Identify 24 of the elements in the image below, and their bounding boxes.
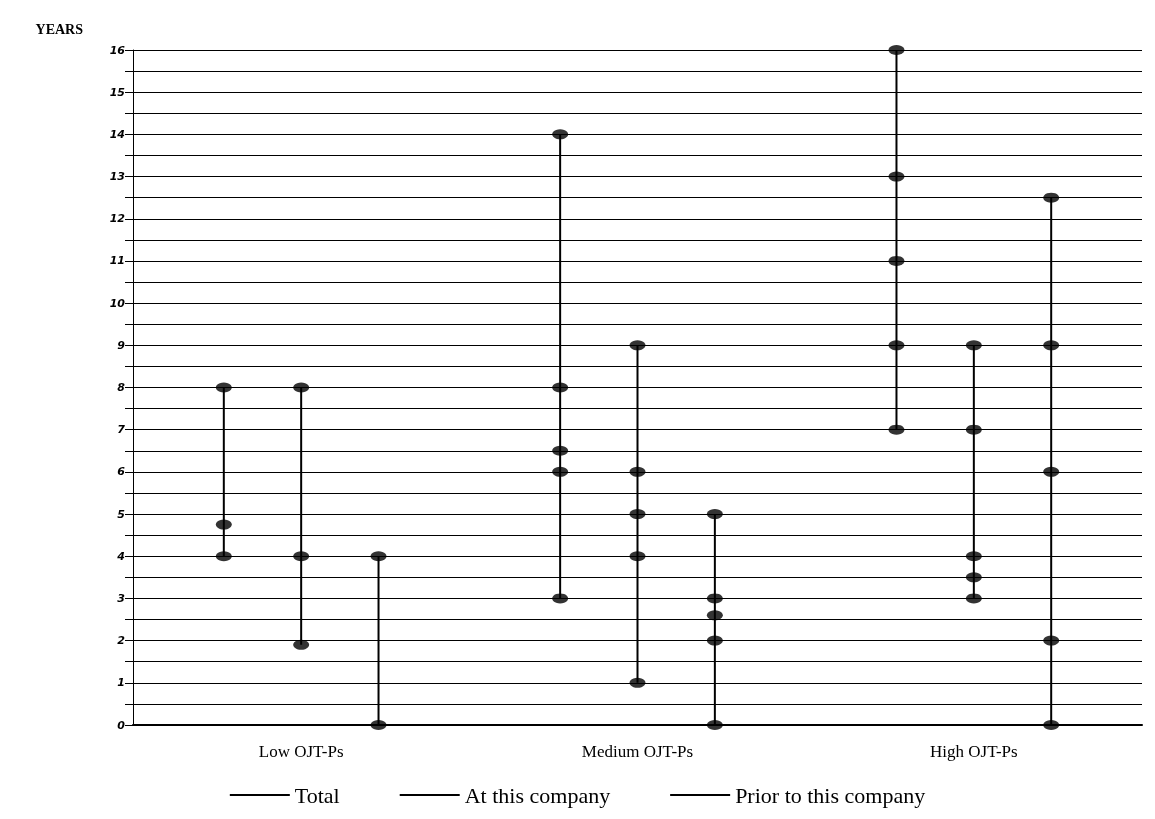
y-tick-label: 4: [116, 549, 125, 563]
y-axis-title: YEARS: [35, 21, 84, 37]
y-tick-label: 0: [117, 718, 126, 732]
y-tick-label: 13: [109, 170, 126, 184]
y-tick-label: 2: [117, 634, 126, 648]
y-tick-label: 8: [117, 381, 126, 394]
legend-label: Prior to this company: [735, 782, 926, 808]
y-tick-label: 14: [109, 127, 125, 141]
y-tick-label: 9: [117, 338, 126, 352]
legend-label: Total: [294, 782, 340, 808]
y-tick-label: 11: [109, 254, 125, 268]
y-tick-label: 5: [117, 507, 126, 521]
y-tick-label: 12: [109, 212, 126, 226]
y-tick-label: 16: [109, 43, 126, 57]
y-tick-label: 10: [109, 296, 126, 310]
y-tick-label: 7: [117, 423, 126, 437]
x-tick-label: High OJT-Ps: [929, 742, 1018, 761]
x-tick-label: Low OJT-Ps: [258, 742, 344, 761]
y-tick-label: 15: [109, 85, 126, 99]
y-tick-label: 3: [117, 591, 126, 605]
legend-label: At this company: [464, 782, 611, 808]
x-tick-label: Medium OJT-Ps: [581, 742, 694, 761]
y-tick-label: 6: [117, 465, 126, 479]
y-tick-label: 1: [117, 676, 125, 690]
